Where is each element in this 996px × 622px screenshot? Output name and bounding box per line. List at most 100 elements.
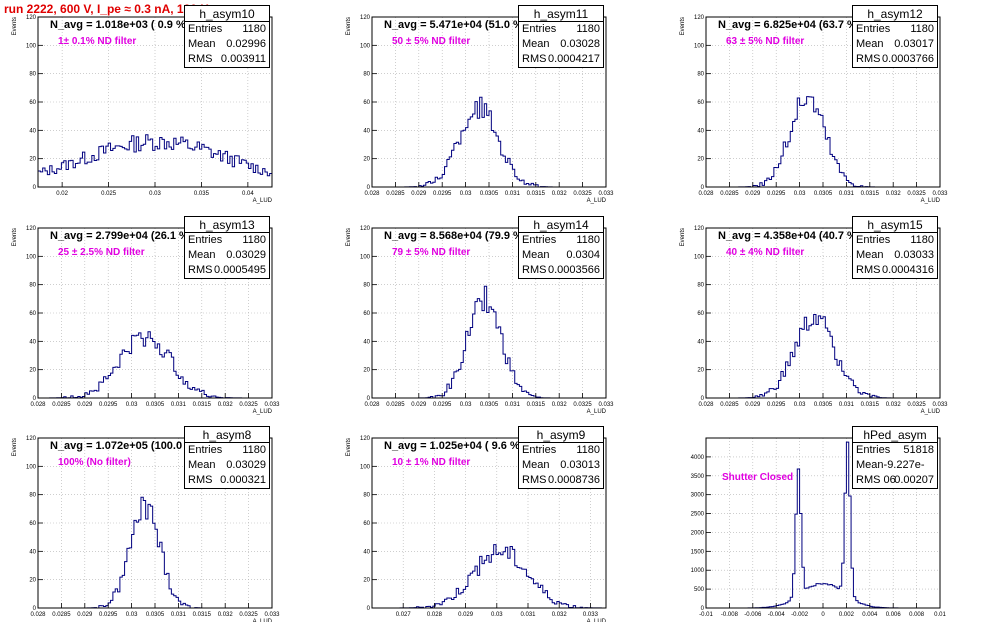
x-tick-label: 0.03 [460, 191, 472, 197]
stats-key: RMS [856, 474, 881, 486]
y-tick-label: 40 [29, 128, 36, 134]
y-tick-label: 0 [701, 606, 705, 612]
x-tick-label: 0.027 [396, 612, 412, 618]
stats-value: 1180 [576, 444, 600, 456]
stats-key: Mean [188, 249, 216, 261]
y-tick-label: 40 [697, 339, 704, 345]
x-tick-label: -0.002 [791, 612, 809, 618]
histogram-panel-h_asym12: 0.028 0.0285 0.029 0.0295 0.03 0.0305 0.031 0.0… [670, 5, 990, 205]
stats-box: h_asym14 Entries 1180 Mean 0.0304 RMS 0.000356… [518, 216, 604, 279]
navg-label: N_avg = 8.568e+04 (79.9 %) [384, 230, 527, 242]
x-tick-label: 0.033 [264, 612, 280, 618]
y-tick-label: 0 [367, 606, 371, 612]
stats-row-rms: RMS 0.0004316 [853, 263, 937, 278]
y-axis-label: Events [12, 438, 18, 456]
y-axis-label: Events [346, 17, 352, 35]
y-tick-label: 60 [363, 100, 370, 106]
y-tick-label: 20 [29, 157, 36, 163]
x-tick-label: 0.0325 [573, 191, 592, 197]
stats-box: h_asym9 Entries 1180 Mean 0.03013 RMS 0.000873… [518, 426, 604, 489]
x-tick-label: 0.029 [458, 612, 474, 618]
x-tick-label: 0.0305 [814, 191, 833, 197]
y-tick-label: 100 [360, 254, 371, 260]
histogram-name: h_asym13 [185, 217, 269, 233]
navg-label: N_avg = 4.358e+04 (40.7 %) [718, 230, 861, 242]
y-tick-label: 20 [697, 157, 704, 163]
y-tick-label: 20 [363, 157, 370, 163]
y-tick-label: 120 [26, 436, 37, 442]
x-tick-label: 0.029 [77, 612, 93, 618]
y-tick-label: 80 [697, 283, 704, 289]
x-tick-label: 0.032 [552, 402, 568, 408]
stats-row-entries: Entries 1180 [185, 443, 269, 458]
y-tick-label: 0 [33, 185, 37, 191]
stats-row-entries: Entries 51818 [853, 443, 937, 458]
x-axis-label: A_LUD [587, 409, 607, 415]
x-tick-label: 0.0325 [907, 191, 926, 197]
x-tick-label: 0.03 [794, 402, 806, 408]
y-tick-label: 40 [363, 128, 370, 134]
y-tick-label: 60 [363, 521, 370, 527]
stats-key: Entries [522, 234, 557, 246]
y-tick-label: 1500 [691, 549, 705, 555]
stats-box: h_asym11 Entries 1180 Mean 0.03028 RMS 0.00042… [518, 5, 604, 68]
x-tick-label: 0.0285 [386, 402, 405, 408]
x-tick-label: 0.0305 [146, 612, 165, 618]
filter-annotation: 25 ± 2.5% ND filter [58, 247, 145, 258]
y-tick-label: 0 [701, 396, 705, 402]
stats-key: RMS [522, 53, 547, 65]
histogram-panel-h_asym11: 0.028 0.0285 0.029 0.0295 0.03 0.0305 0.031 0.0… [336, 5, 656, 205]
stats-key: Mean [522, 249, 550, 261]
stats-row-rms: RMS 0.0008736 [519, 473, 603, 488]
navg-label: N_avg = 1.018e+03 ( 0.9 %) [50, 19, 190, 31]
stats-value: 0.0004316 [882, 264, 934, 276]
stats-row-rms: RMS 0.0003766 [853, 52, 937, 67]
y-tick-label: 80 [363, 493, 370, 499]
y-tick-label: 60 [29, 100, 36, 106]
stats-value: 0.03033 [894, 249, 934, 261]
histogram-plot-hPed_asym: -0.01 -0.008 -0.006 -0.004 -0.002 0 0.002 0.004… [691, 437, 946, 618]
stats-value: 0.0008736 [548, 474, 600, 486]
x-tick-label: 0.03 [126, 612, 138, 618]
x-axis-label: A_LUD [921, 198, 941, 204]
x-tick-label: 0.0305 [146, 402, 165, 408]
stats-value: 0.03029 [226, 459, 266, 471]
x-tick-label: 0.0315 [527, 402, 546, 408]
x-tick-label: 0.028 [30, 402, 46, 408]
navg-label: N_avg = 1.072e+05 (100.0 %) [50, 440, 199, 452]
y-tick-label: 80 [29, 72, 36, 78]
y-tick-label: 100 [26, 464, 37, 470]
x-tick-label: 0.0295 [99, 402, 118, 408]
x-axis-label: A_LUD [587, 619, 607, 622]
y-tick-label: 100 [360, 43, 371, 49]
x-tick-label: 0.028 [364, 191, 380, 197]
stats-row-rms: RMS 0.003911 [185, 52, 269, 67]
x-tick-label: 0.029 [411, 402, 427, 408]
stats-key: RMS [856, 53, 881, 65]
x-tick-label: 0.03 [491, 612, 503, 618]
stats-row-rms: RMS 0.0005495 [185, 263, 269, 278]
histogram-name: h_asym11 [519, 6, 603, 22]
navg-label: N_avg = 6.825e+04 (63.7 %) [718, 19, 861, 31]
x-tick-label: 0.0295 [433, 191, 452, 197]
stats-key: Entries [856, 23, 891, 35]
stats-key: Entries [188, 234, 223, 246]
stats-box: h_asym15 Entries 1180 Mean 0.03033 RMS 0.00043… [852, 216, 938, 279]
histogram-plot-h_asym11: 0.028 0.0285 0.029 0.0295 0.03 0.0305 0.031 0.0… [346, 15, 614, 204]
histogram-plot-h_asym10: 0.02 0.025 0.03 0.035 0.04 0 20 40 60 80 100 120 Eve… [12, 15, 273, 204]
x-tick-label: 0.0285 [720, 191, 739, 197]
y-tick-label: 60 [29, 311, 36, 317]
stats-key: RMS [188, 53, 213, 65]
stats-key: Mean [188, 38, 216, 50]
x-tick-label: 0.0325 [239, 402, 258, 408]
stats-value: 1180 [242, 23, 266, 35]
x-tick-label: 0.031 [171, 402, 187, 408]
plot-area: -0.01 -0.008 -0.006 -0.004 -0.002 0 0.002 0.004… [691, 437, 946, 618]
y-tick-label: 120 [694, 226, 705, 232]
x-tick-label: -0.006 [744, 612, 762, 618]
x-tick-label: 0.032 [552, 191, 568, 197]
x-tick-label: 0.029 [77, 402, 93, 408]
navg-label: N_avg = 5.471e+04 (51.0 %) [384, 19, 527, 31]
histogram-plot-h_asym9: 0.027 0.028 0.029 0.03 0.031 0.032 0.033 0 20 40 6… [346, 436, 607, 622]
stats-row-mean: Mean 0.03029 [185, 248, 269, 263]
